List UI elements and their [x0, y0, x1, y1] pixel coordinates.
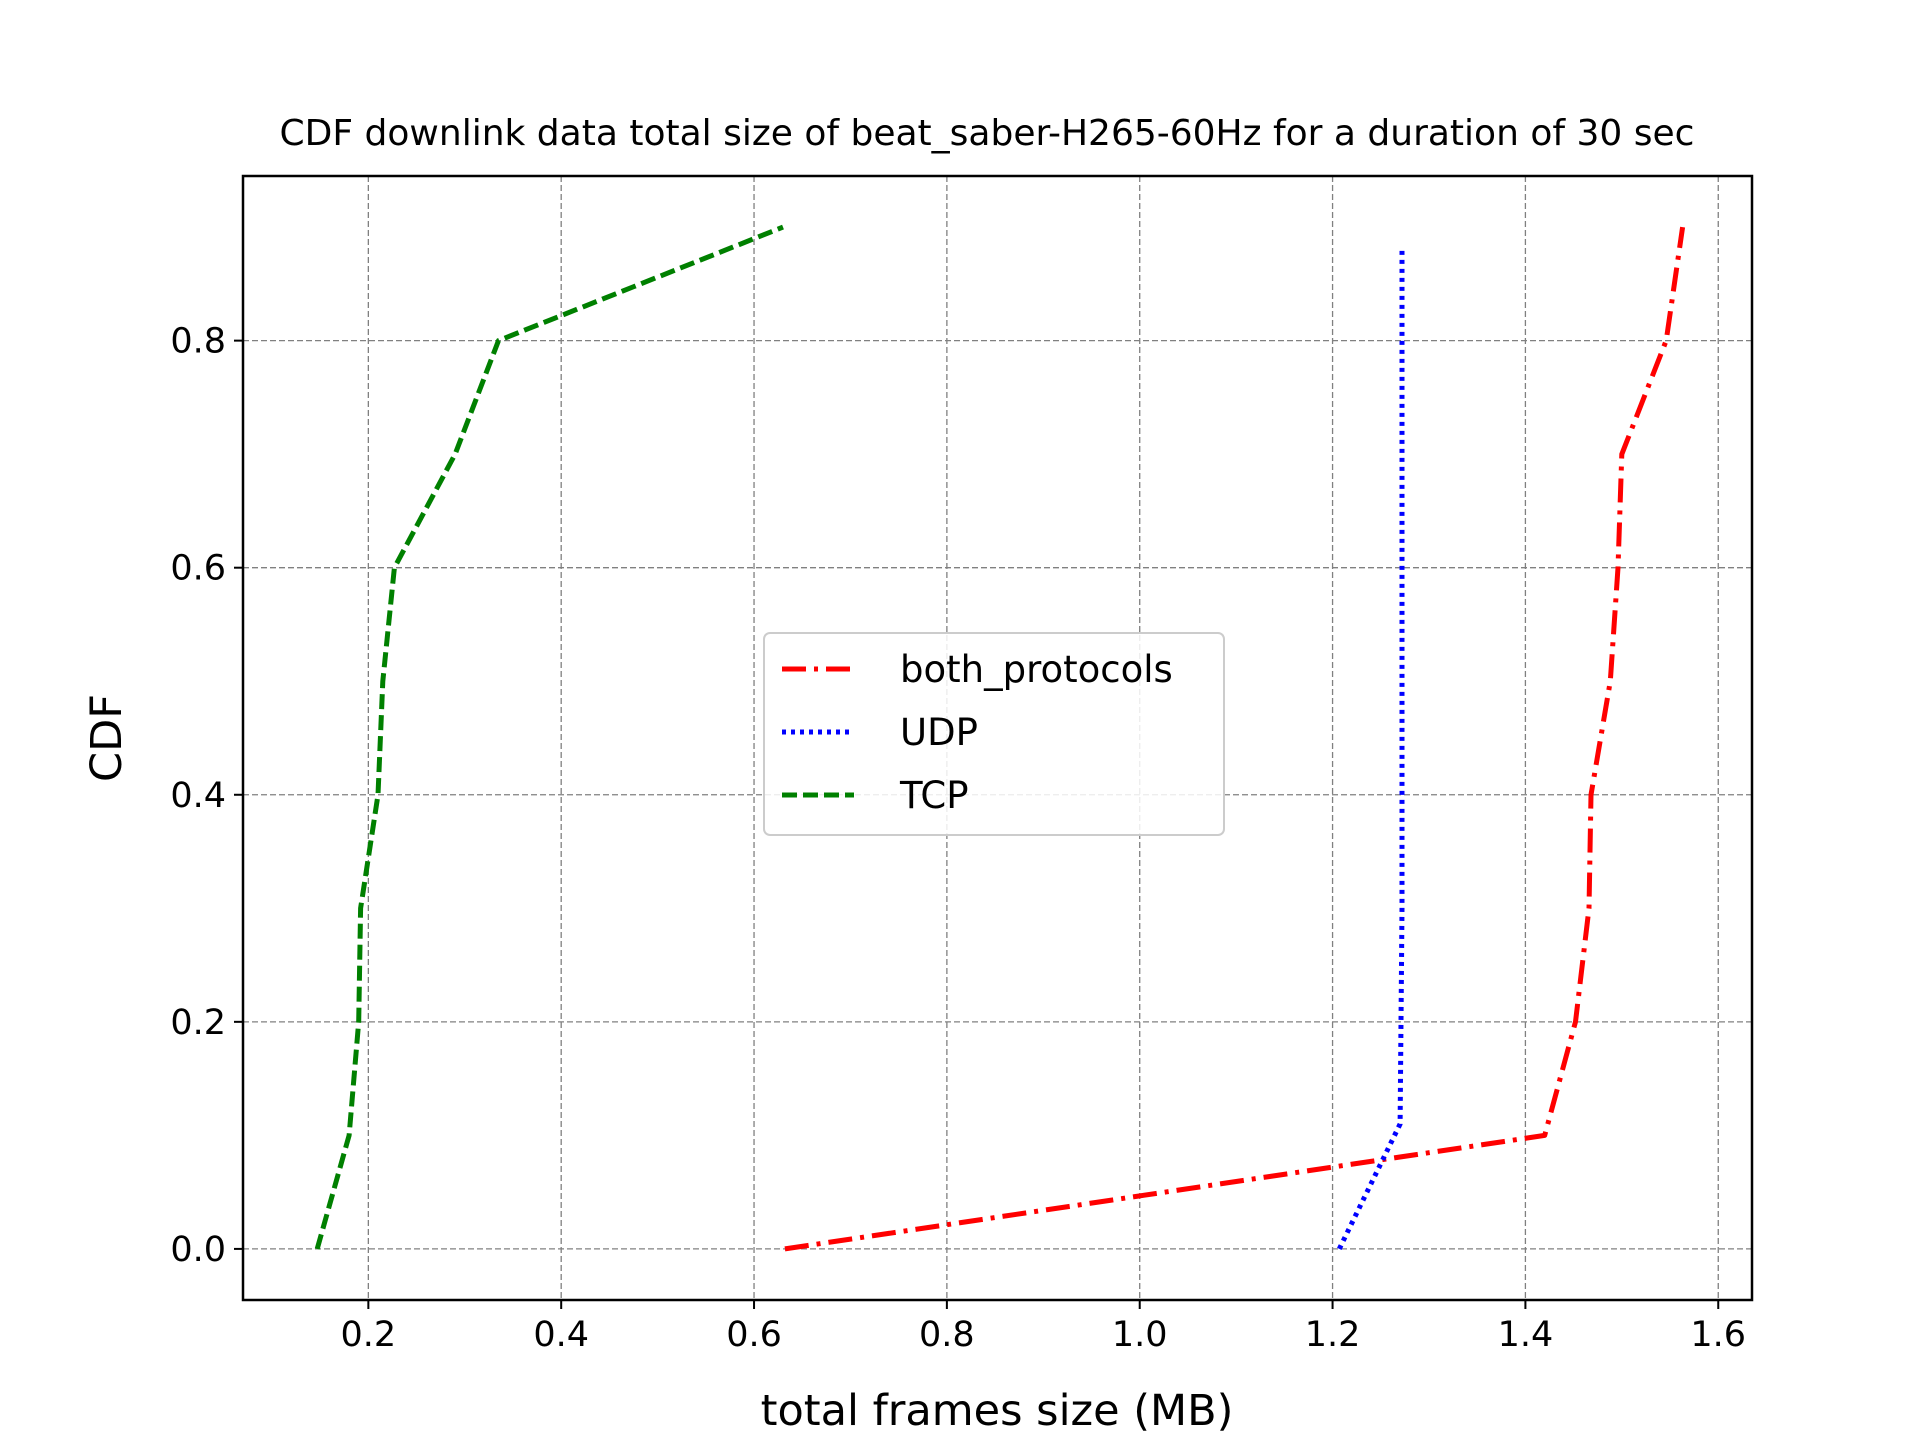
legend-label: UDP	[900, 711, 978, 754]
y-tick-label: 0.4	[170, 776, 226, 816]
legend-label: both_protocols	[900, 648, 1173, 691]
series-line-tcp	[314, 224, 784, 1250]
y-tick-label: 0.0	[170, 1230, 226, 1270]
x-tick-label: 0.4	[533, 1315, 589, 1355]
y-tick-label: 0.8	[170, 322, 226, 362]
x-tick-label: 1.6	[1690, 1315, 1746, 1355]
legend: both_protocols UDP TCP	[763, 632, 1225, 836]
legend-box	[763, 632, 1225, 836]
y-axis-ticks: 0.0 0.2 0.4 0.6 0.8	[170, 322, 243, 1270]
x-tick-label: 0.6	[726, 1315, 782, 1355]
y-tick-label: 0.6	[170, 549, 226, 589]
x-tick-label: 1.2	[1305, 1315, 1361, 1355]
x-axis-label: total frames size (MB)	[761, 1386, 1234, 1436]
y-tick-label: 0.2	[170, 1003, 226, 1043]
chart-title: CDF downlink data total size of beat_sab…	[280, 113, 1695, 154]
y-axis-label: CDF	[82, 694, 132, 782]
x-tick-label: 0.8	[919, 1315, 975, 1355]
series-line-both-protocols	[784, 226, 1686, 1252]
x-tick-label: 1.4	[1498, 1315, 1554, 1355]
x-tick-label: 0.2	[341, 1315, 397, 1355]
series-line-udp	[1337, 249, 1405, 1250]
legend-label: TCP	[899, 774, 969, 817]
plot-frame	[241, 174, 1754, 1302]
x-tick-label: 1.0	[1112, 1315, 1168, 1355]
x-axis-ticks: 0.2 0.4 0.6 0.8 1.0 1.2 1.4 1.6	[341, 1300, 1746, 1355]
series-lines	[314, 224, 1686, 1252]
